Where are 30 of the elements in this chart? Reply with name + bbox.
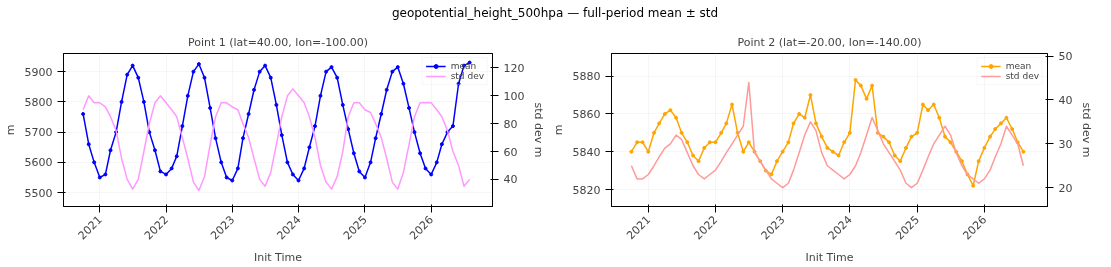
y2-axis-title: std dev m [1080,102,1094,158]
y2-tick-label: 40 [1058,93,1073,107]
y2-tick-label: 100 [503,89,525,103]
y2-tick-label: 40 [503,173,518,187]
y-tick-label: 5840 [572,145,601,159]
y-tick-label: 5860 [572,107,601,121]
y-tick-label: 5600 [24,156,53,170]
y2-tick-label: 30 [1058,137,1073,151]
y2-tick-label: 120 [503,61,525,75]
y-tick-label: 5900 [24,65,53,79]
y-tick-label: 5880 [572,70,601,84]
text: geopotential_height_500hpa — full-period mean ± std [391,5,719,22]
y-tick-label: 5820 [572,183,601,197]
legend-label: std dev [1005,71,1039,81]
line-series [82,88,471,192]
y2-tick-label: 20 [1058,181,1073,195]
x-axis-title: Init Time [805,250,854,264]
chart-title: Point 2 (lat=-20.00, lon=-140.00) [737,35,922,49]
y-tick-label: 5700 [24,126,53,140]
x-axis-title: Init Time [254,250,303,264]
y-axis-title: m [3,124,17,136]
y2-tick-label: 50 [1058,50,1073,64]
y2-tick-label: 60 [503,145,518,159]
y-tick-label: 5500 [24,186,53,200]
chart-title: Point 1 (lat=40.00, lon=-100.00) [187,35,369,49]
y2-axis-title: std dev m [532,102,546,158]
y2-tick-label: 80 [503,117,518,131]
y-axis-title: m [551,124,565,136]
y-tick-label: 5800 [24,95,53,109]
legend-label: mean [1005,61,1032,71]
